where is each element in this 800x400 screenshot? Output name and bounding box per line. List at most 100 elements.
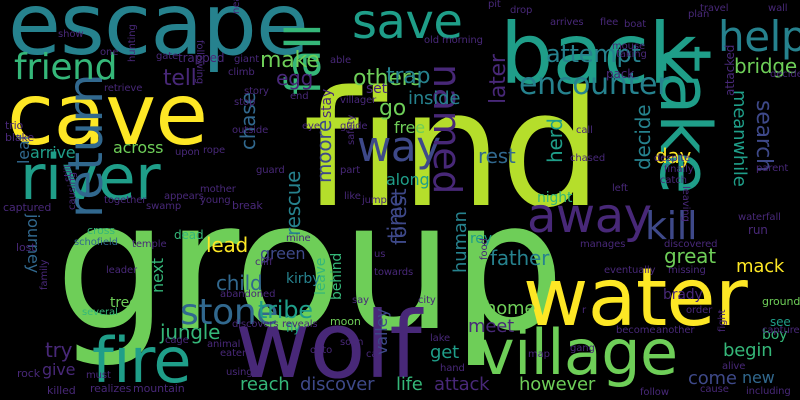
word-away: away — [527, 188, 652, 244]
word-story: story — [244, 86, 269, 97]
word-end: end — [290, 91, 309, 102]
word-parent: parent — [756, 163, 789, 174]
word-waterfall: waterfall — [738, 212, 781, 223]
word-rey: rey — [470, 231, 492, 247]
word-mother: mother — [200, 184, 236, 195]
word-fly: fly — [286, 321, 301, 335]
word-decide: decide — [631, 104, 655, 170]
word-flee: flee — [600, 17, 619, 28]
word-able: able — [330, 55, 352, 66]
word-get: get — [430, 342, 460, 363]
word-ground: ground — [762, 295, 800, 308]
word-onto: onto — [310, 345, 333, 356]
word-hand: hand — [440, 363, 465, 374]
word-mouse: mouse — [612, 41, 646, 52]
word-meanwhile: meanwhile — [729, 90, 750, 187]
word-villager: villager — [340, 95, 377, 106]
word-mountain: mountain — [133, 382, 185, 395]
word-including: including — [746, 386, 791, 397]
word-eye: eye — [302, 121, 320, 132]
word-several: several — [82, 307, 118, 318]
word-wall: wall — [768, 3, 788, 14]
word-encounter: encounter — [519, 67, 670, 102]
word-group: group — [55, 163, 565, 370]
word-food: food — [479, 238, 490, 260]
word-alive: alive — [722, 361, 746, 372]
word-together: together — [104, 195, 147, 206]
word-find: find — [303, 56, 602, 243]
word-another: another — [656, 325, 695, 336]
word-eaten: eaten — [220, 348, 249, 359]
word-along: along — [386, 170, 430, 189]
word-mine: mine — [286, 233, 311, 244]
word-discovered: discovered — [664, 239, 718, 250]
word-discover: discover — [300, 374, 375, 395]
word-upon: upon — [175, 147, 200, 158]
word-catch: catch — [660, 175, 687, 186]
word-safety: safety — [346, 114, 357, 145]
word-chased: chased — [570, 153, 606, 164]
word-taking: taking — [616, 49, 647, 60]
word-stone: stone — [180, 292, 279, 333]
word-abandoned: abandoned — [220, 289, 276, 300]
word-captured: captured — [3, 201, 52, 214]
word-rope: rope — [203, 145, 226, 156]
word-friend: friend — [14, 47, 118, 88]
word-others: others — [353, 66, 422, 91]
word-boy: boy — [762, 327, 788, 343]
word-attacked: attacked — [723, 44, 737, 96]
word-river: river — [20, 141, 161, 214]
word-city: city — [418, 295, 436, 306]
word-leader: leader — [106, 265, 138, 276]
word-help: help — [718, 12, 800, 61]
word-meet: meet — [468, 316, 515, 337]
word-show: show — [58, 29, 84, 40]
word-attempt: attempt — [546, 40, 641, 68]
word-tell: tell — [163, 66, 197, 91]
word-break: break — [232, 199, 263, 212]
word-water: water — [523, 251, 748, 344]
word-guide: guide — [340, 121, 368, 132]
word-say: say — [352, 295, 369, 306]
word-reach: reach — [240, 374, 290, 395]
word-part: part — [340, 165, 361, 176]
word-eventually: eventually — [604, 265, 656, 276]
word-despite: despite — [654, 153, 691, 164]
word-climb: climb — [228, 67, 255, 78]
word-rescue: rescue — [281, 170, 305, 236]
word-one: one — [100, 47, 119, 58]
word-arrives: arrives — [550, 17, 584, 28]
word-bridge: bridge — [734, 54, 797, 78]
word-realizes: realizes — [90, 382, 132, 395]
word-swamp: swamp — [146, 201, 182, 212]
word-day: day — [655, 144, 692, 168]
word-animal: animal — [207, 339, 241, 350]
word-life: life — [396, 374, 423, 395]
word-manages: manages — [580, 239, 626, 250]
word-escape: escape — [8, 0, 309, 75]
word-egg: egg — [276, 66, 314, 90]
word-drop: drop — [510, 5, 533, 16]
word-us: us — [374, 249, 386, 260]
word-using: using — [226, 367, 253, 378]
word-outside: outside — [232, 125, 269, 136]
word-r: r — [582, 305, 587, 316]
word-lead: lead — [206, 233, 249, 257]
word-temple: temple — [132, 239, 167, 250]
word-across: across — [113, 138, 164, 157]
word-soon: soon — [340, 337, 364, 348]
word-make: make — [260, 48, 320, 73]
word-trapped: trapped — [178, 51, 225, 65]
word-fight: fight — [717, 309, 728, 332]
word-order: order — [686, 305, 713, 316]
word-cage: cage — [165, 335, 189, 346]
word-come: come — [688, 368, 737, 389]
word-cat: cat — [366, 349, 382, 360]
word-save: save — [352, 0, 463, 50]
word-young: young — [200, 195, 231, 206]
word-set: set — [366, 81, 387, 97]
word-fire: fire — [92, 324, 191, 397]
word-like: like — [344, 191, 361, 202]
word-morning: morning — [442, 35, 483, 46]
word-kill: kill — [645, 204, 698, 248]
